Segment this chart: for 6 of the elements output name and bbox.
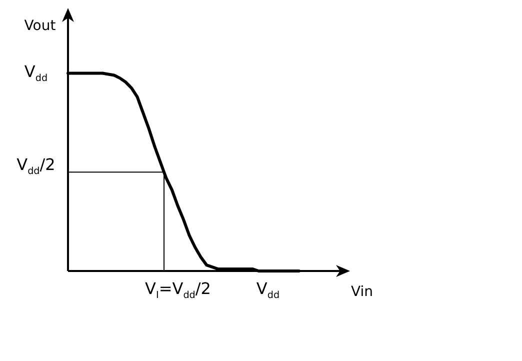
text: V$_{dd}$/2	[16, 155, 56, 178]
text: V$_{dd}$	[24, 62, 48, 84]
x-axis-title: Vin	[350, 284, 374, 300]
y-axis-title: Vout	[24, 18, 56, 34]
text: V$_{dd}$	[256, 279, 280, 302]
text: V$_{I}$=V$_{dd}$/2	[145, 279, 211, 302]
